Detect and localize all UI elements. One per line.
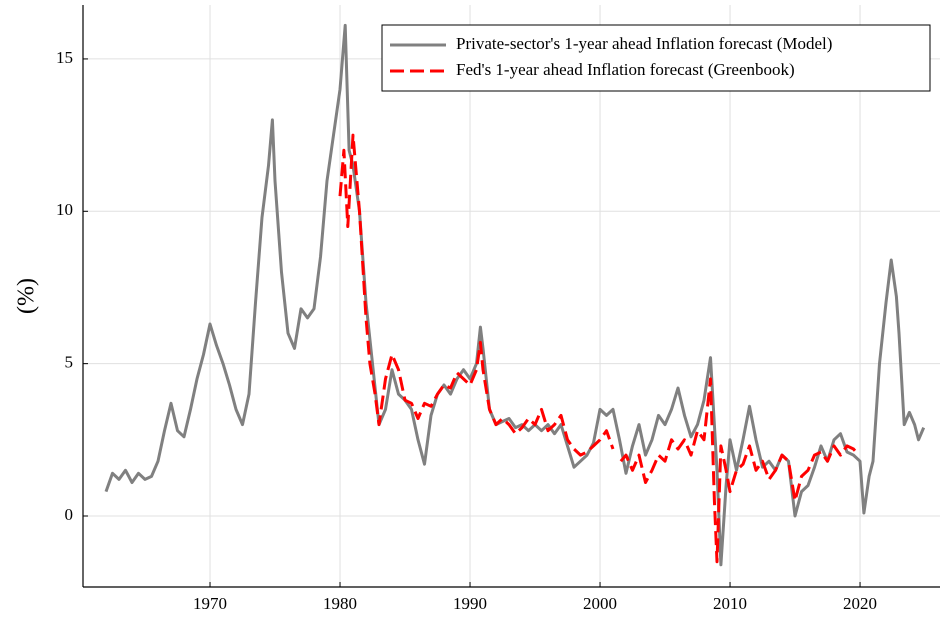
x-tick-label: 1980 [323,594,357,613]
legend-label: Private-sector's 1-year ahead Inflation … [456,34,832,53]
x-tick-label: 1990 [453,594,487,613]
y-tick-label: 5 [65,353,74,372]
legend-label: Fed's 1-year ahead Inflation forecast (G… [456,60,795,79]
x-tick-label: 2020 [843,594,877,613]
x-tick-label: 1970 [193,594,227,613]
y-tick-label: 15 [56,48,73,67]
y-tick-label: 10 [56,200,73,219]
series-line [104,23,926,567]
y-axis-label: (%) [14,278,40,314]
y-tick-label: 0 [65,505,74,524]
x-tick-label: 2000 [583,594,617,613]
x-tick-label: 2010 [713,594,747,613]
legend-box [381,24,931,92]
legend: Private-sector's 1-year ahead Inflation … [381,24,931,92]
series-line [338,133,860,564]
